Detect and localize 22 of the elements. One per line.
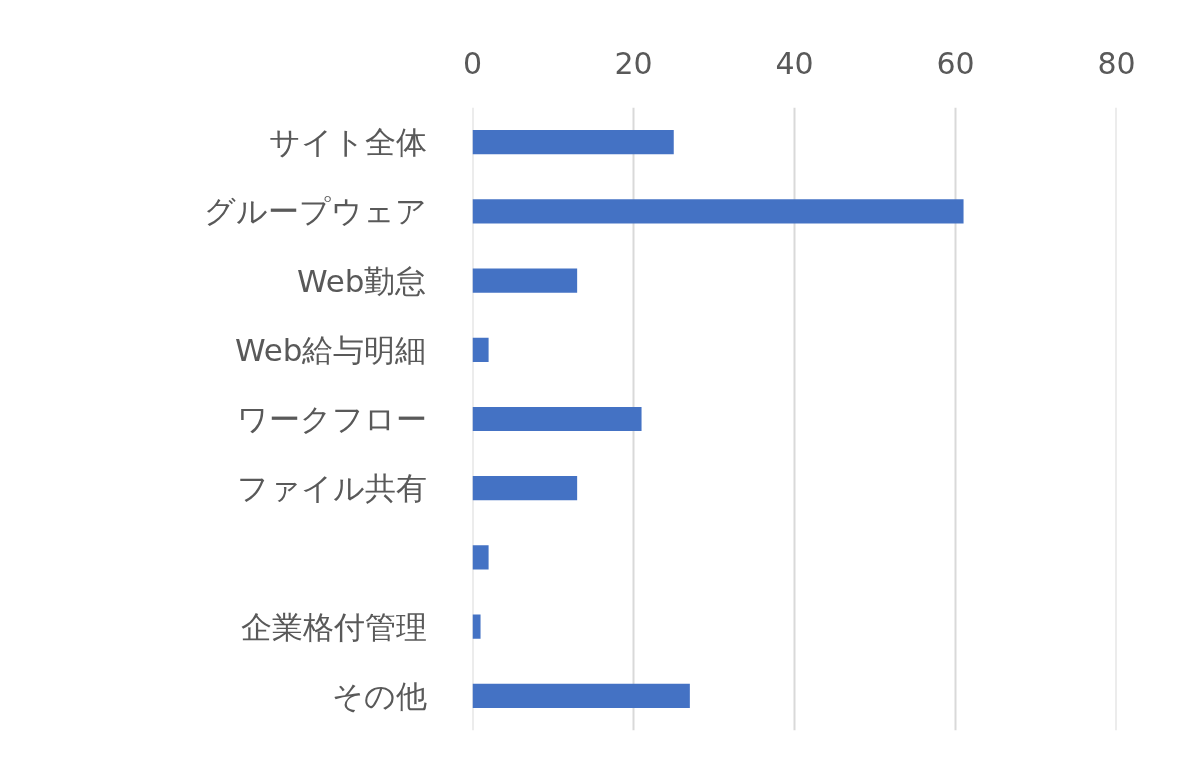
bar xyxy=(472,337,489,362)
x-tick-label: 0 xyxy=(462,45,483,81)
x-tick-label: 80 xyxy=(1097,45,1136,81)
x-tick-label: 60 xyxy=(936,45,975,81)
y-tick-label: 企業格付管理 xyxy=(240,608,427,645)
bar xyxy=(472,130,674,155)
bar xyxy=(472,406,642,432)
y-tick-label: その他 xyxy=(331,677,427,714)
y-tick-label: Web給与明細 xyxy=(234,331,427,368)
bar xyxy=(472,199,964,224)
y-tick-label: グループウェア xyxy=(203,193,427,230)
x-tick-label: 20 xyxy=(614,45,653,81)
bar xyxy=(472,683,690,708)
y-tick-label: ファイル共有 xyxy=(236,470,427,507)
bar xyxy=(472,614,481,639)
bar xyxy=(472,545,489,570)
y-tick-label: サイト全体 xyxy=(268,124,427,161)
x-tick-label: 40 xyxy=(775,45,814,81)
bar xyxy=(472,268,578,293)
bar xyxy=(472,476,578,501)
y-tick-label: Web勤怠 xyxy=(296,262,427,299)
y-tick-label: ワークフロー xyxy=(236,401,427,437)
